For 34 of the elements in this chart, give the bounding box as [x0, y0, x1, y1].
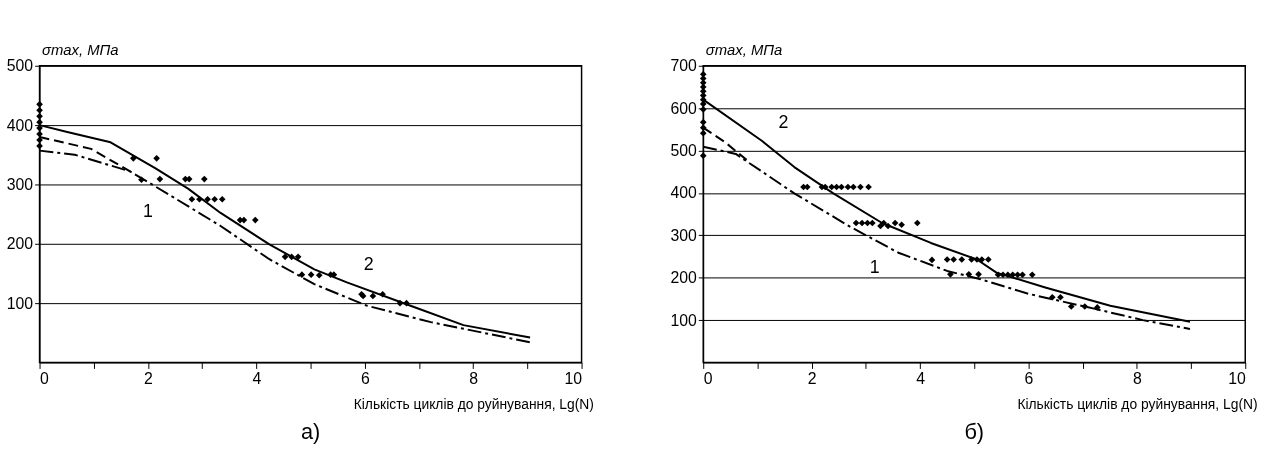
x-tick-label: 0 [703, 369, 713, 387]
y-tick-label: 100 [670, 311, 697, 329]
y-tick-label: 700 [670, 57, 697, 75]
x-tick-label: 10 [1228, 369, 1246, 387]
annotation: 1 [869, 257, 880, 278]
x-tick-label: 6 [360, 369, 370, 387]
annotation: 2 [778, 111, 789, 132]
x-tick-label: 2 [144, 369, 153, 387]
text: а) [300, 418, 321, 444]
x-tick-label: 2 [807, 369, 817, 387]
y-axis-title: σmax, МПа [705, 42, 783, 59]
x-axis-title: Кількість циклів до руйнування, Lg(N) [1017, 396, 1258, 413]
x-tick-label: 0 [40, 369, 50, 387]
annotation: 2 [363, 253, 374, 274]
y-tick-label: 400 [670, 184, 697, 202]
y-tick-label: 600 [670, 99, 697, 117]
annotation: 1 [143, 201, 154, 222]
y-tick-label: 300 [670, 226, 697, 244]
y-tick-label: 200 [6, 235, 34, 253]
y-tick-label: 100 [6, 294, 34, 312]
text: б) [964, 418, 985, 444]
x-tick-label: 8 [469, 369, 479, 387]
y-axis-title: σmax, МПа [42, 42, 119, 59]
y-tick-label: 500 [6, 57, 34, 75]
y-tick-label: 200 [670, 269, 697, 287]
y-tick-label: 300 [6, 175, 34, 193]
x-axis-title: Кількість циклів до руйнування, Lg(N) [353, 396, 594, 413]
x-tick-label: 10 [564, 369, 583, 387]
y-tick-label: 400 [6, 116, 34, 134]
x-tick-label: 4 [916, 369, 926, 387]
x-tick-label: 6 [1024, 369, 1034, 387]
x-tick-label: 4 [252, 369, 262, 387]
x-tick-label: 8 [1132, 369, 1142, 387]
y-tick-label: 500 [670, 141, 697, 159]
